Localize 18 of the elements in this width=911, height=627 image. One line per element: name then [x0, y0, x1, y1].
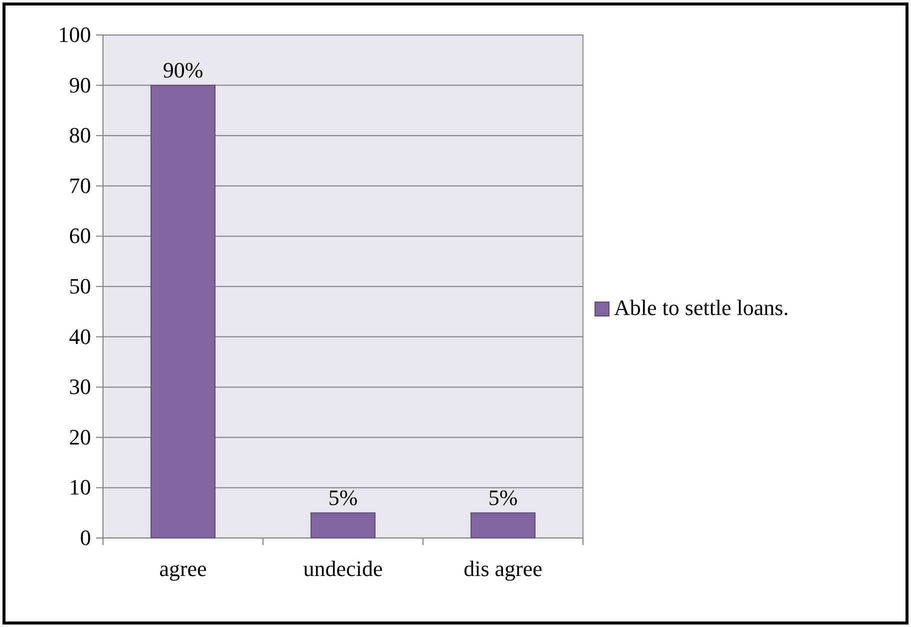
y-tick-label: 0	[80, 525, 91, 550]
y-tick-label: 70	[69, 172, 91, 198]
data-label: 90%	[162, 57, 204, 82]
y-tick-label: 20	[69, 424, 91, 450]
x-tick-label: agree	[159, 556, 207, 582]
y-tick-label: 40	[69, 324, 91, 349]
y-tick-label: 50	[69, 274, 91, 299]
y-tick-label: 60	[69, 223, 91, 248]
y-tick-label: 100	[58, 22, 91, 48]
data-label: 5%	[328, 484, 358, 510]
y-tick-label: 90	[69, 72, 91, 98]
x-tick-label: dis agree	[464, 556, 542, 582]
y-tick-label: 30	[69, 374, 91, 400]
x-tick-label: undecide	[303, 556, 383, 582]
y-tick-label: 10	[69, 474, 91, 500]
legend-label: Able to settle loans.	[614, 295, 789, 320]
y-tick-label: 80	[69, 122, 91, 148]
data-label: 5%	[488, 484, 518, 510]
